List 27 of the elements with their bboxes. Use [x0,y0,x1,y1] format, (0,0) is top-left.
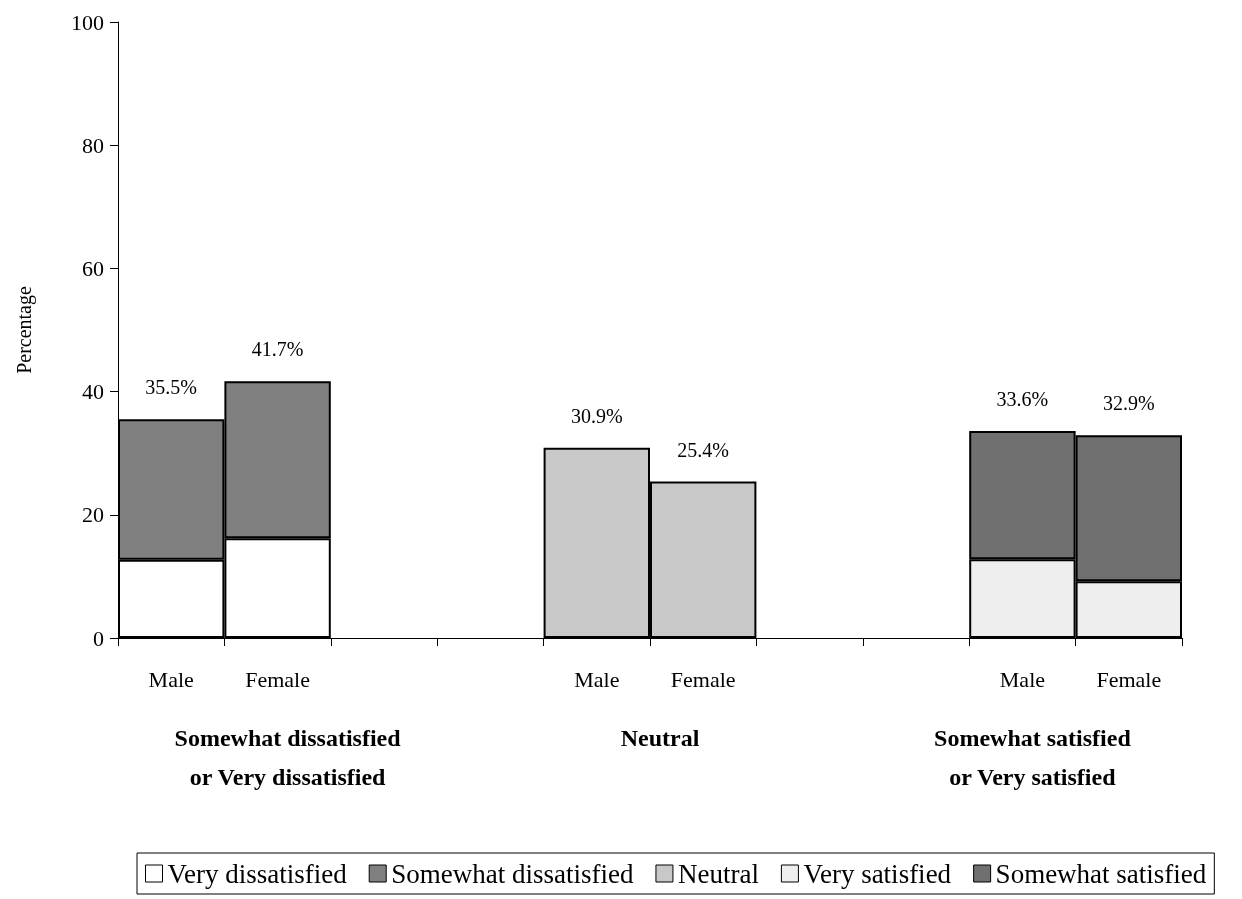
x-tick-label: Female [245,666,310,692]
total-label: 32.9% [1102,392,1155,415]
y-tick-label: 20 [82,502,104,528]
y-tick-label: 40 [82,379,104,405]
total-label: 25.4% [677,438,730,461]
y-tick-label: 60 [82,255,104,281]
y-tick-label: 80 [82,132,104,158]
x-tick-label: Female [670,666,736,692]
total-label: 35.5% [145,376,198,399]
legend-label: Somewhat dissatisfied [391,858,634,889]
text: Neutral [620,724,700,751]
total-label: 33.6% [996,388,1049,411]
total-label: 30.9% [570,404,623,427]
y-tick-label: 0 [93,625,104,651]
x-tick-label: Male [574,666,620,692]
y-tick-label: 100 [71,9,104,35]
text: Somewhat dissatisfied or Very dissatisfied [174,724,402,790]
x-tick-label: Male [148,666,194,692]
legend-label: Very dissatisfied [167,858,348,889]
legend-label: Neutral [677,858,759,889]
y-axis-title: Percentage [13,286,36,374]
total-label: 41.7% [251,338,304,361]
legend-label: Very satisfied [803,858,952,889]
x-tick-label: Female [1096,666,1162,692]
legend-label: Somewhat satisfied [995,858,1207,889]
x-tick-label: Male [999,666,1045,692]
text: Somewhat satisfied or Very satisfied [934,724,1132,790]
